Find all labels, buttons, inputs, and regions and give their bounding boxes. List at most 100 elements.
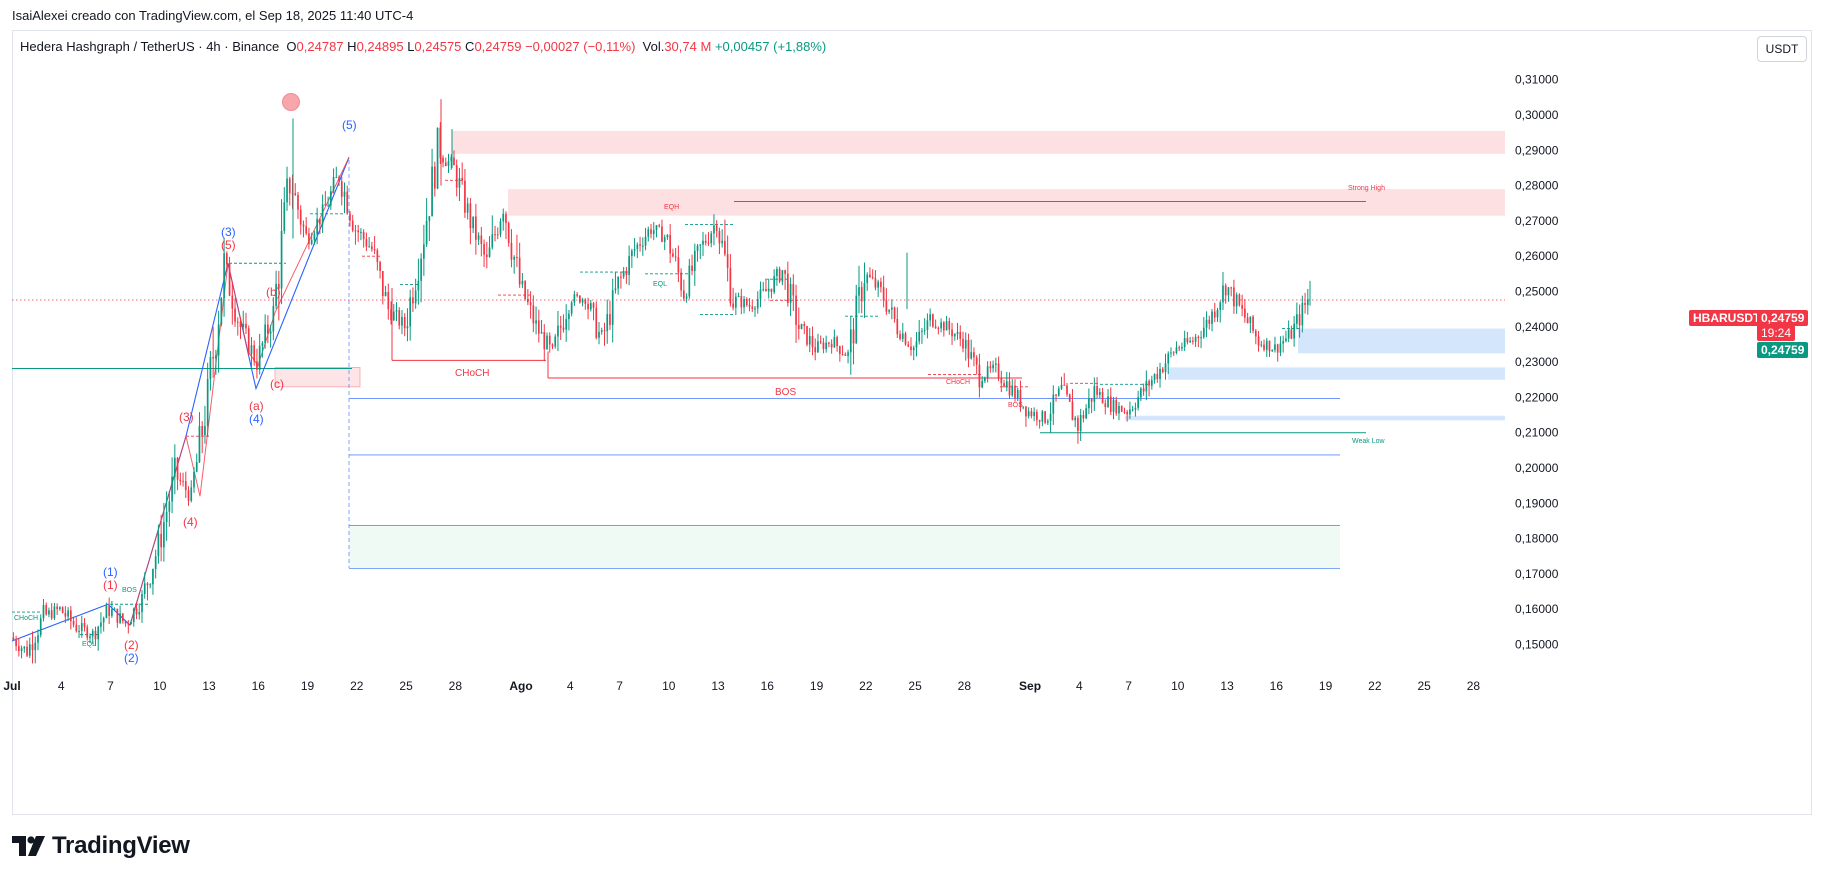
price-tick-label: 0,28000: [1515, 179, 1559, 193]
candle-down: [951, 329, 953, 337]
candle-up: [1011, 385, 1014, 396]
candle-down: [603, 330, 606, 332]
candle-down: [997, 363, 1000, 379]
candle-down: [12, 637, 15, 640]
candle-down: [225, 253, 228, 265]
candle-down: [677, 257, 680, 273]
candle-down: [1068, 394, 1071, 402]
chart-frame: [12, 30, 1812, 815]
candle-up: [423, 244, 425, 259]
candle-down: [362, 231, 365, 240]
candle-down: [201, 426, 204, 436]
candle-up: [220, 298, 223, 325]
candle-up: [1260, 344, 1263, 346]
tradingview-brand[interactable]: TradingView: [12, 832, 190, 860]
symbol-legend[interactable]: Hedera Hashgraph / TetherUS · 4h · Binan…: [20, 39, 826, 54]
candle-down: [1055, 394, 1057, 396]
candle-up: [313, 234, 316, 240]
time-tick-label: 19: [1319, 679, 1333, 693]
candle-up: [53, 606, 56, 619]
candle-down: [69, 610, 72, 622]
currency-button[interactable]: USDT: [1757, 36, 1807, 62]
candle-up: [776, 269, 778, 277]
candle-up: [491, 234, 494, 248]
candle-up: [193, 471, 195, 488]
candle-up: [283, 202, 286, 232]
candle-down: [745, 299, 748, 305]
time-tick-label: 10: [153, 679, 167, 693]
candle-up: [204, 425, 206, 436]
legend-low: 0,24575: [414, 39, 462, 54]
time-tick-label: 19: [810, 679, 824, 693]
candle-up: [168, 501, 171, 512]
tradingview-logo-icon: [12, 836, 45, 856]
time-tick-label: 22: [1368, 679, 1382, 693]
candle-up: [1118, 405, 1120, 414]
time-tick-label: 4: [1076, 679, 1083, 693]
candle-up: [1202, 327, 1205, 338]
candle-up: [986, 366, 989, 378]
candle-down: [932, 314, 934, 327]
candle-up: [1129, 409, 1131, 415]
candle-up: [734, 296, 737, 308]
candle-up: [417, 280, 420, 291]
legend-high: 0,24895: [356, 39, 404, 54]
candle-down: [403, 317, 406, 329]
candle-up: [688, 265, 691, 297]
candle-down: [187, 490, 190, 501]
candle-down: [412, 297, 414, 304]
candle-down: [1241, 305, 1243, 309]
time-axis: Jul 4 7 10 13 16 19 22 25 28 Ago 4 7 10 13 16 19 22 25 28 Se…: [3, 679, 1480, 693]
candle-down: [371, 246, 373, 250]
candle-up: [1282, 340, 1285, 344]
candle-down: [124, 621, 127, 624]
candle-down: [559, 325, 562, 328]
candle-down: [494, 234, 496, 236]
candle-down: [576, 294, 578, 296]
candle-down: [245, 323, 247, 329]
candle-down: [532, 305, 535, 324]
candle-up: [206, 378, 209, 426]
candle-down: [551, 344, 554, 347]
candle-down: [1298, 314, 1301, 326]
candle-down: [1090, 398, 1093, 402]
candle-down: [1115, 400, 1118, 414]
candle-down: [294, 193, 297, 195]
candle-down: [507, 223, 510, 243]
candle-up: [825, 342, 828, 350]
candle-down: [841, 354, 844, 356]
candle-down: [907, 344, 910, 347]
time-tick-label: Jul: [3, 679, 20, 693]
strong-high-label: Strong High: [1348, 185, 1385, 192]
candle-up: [1183, 338, 1186, 348]
candle-up: [945, 321, 948, 331]
zone-demand: [1298, 328, 1505, 354]
price-tick-label: 0,19000: [1515, 496, 1559, 510]
candle-down: [236, 321, 239, 323]
candle-up: [149, 584, 152, 586]
candle-down: [529, 302, 532, 306]
candle-down: [1208, 319, 1211, 324]
candle-up: [1285, 338, 1287, 341]
candle-up: [1049, 413, 1052, 422]
candle-up: [655, 225, 658, 231]
candle-up: [863, 283, 866, 302]
candle-up: [272, 305, 275, 332]
wave-label: (b): [266, 285, 281, 299]
candle-down: [26, 646, 28, 656]
candle-up: [918, 331, 921, 342]
candle-up: [1164, 363, 1167, 373]
candle-down: [253, 345, 256, 362]
candle-up: [261, 343, 264, 346]
candle-up: [888, 309, 890, 312]
price-tick-label: 0,22000: [1515, 390, 1559, 404]
time-tick-label: 25: [908, 679, 922, 693]
candle-down: [72, 621, 75, 625]
candle-down: [17, 646, 20, 652]
candle-down: [978, 364, 981, 388]
candle-down: [937, 327, 940, 329]
price-tick-label: 0,15000: [1515, 638, 1559, 652]
candle-down: [483, 243, 485, 255]
candle-down: [860, 287, 863, 302]
